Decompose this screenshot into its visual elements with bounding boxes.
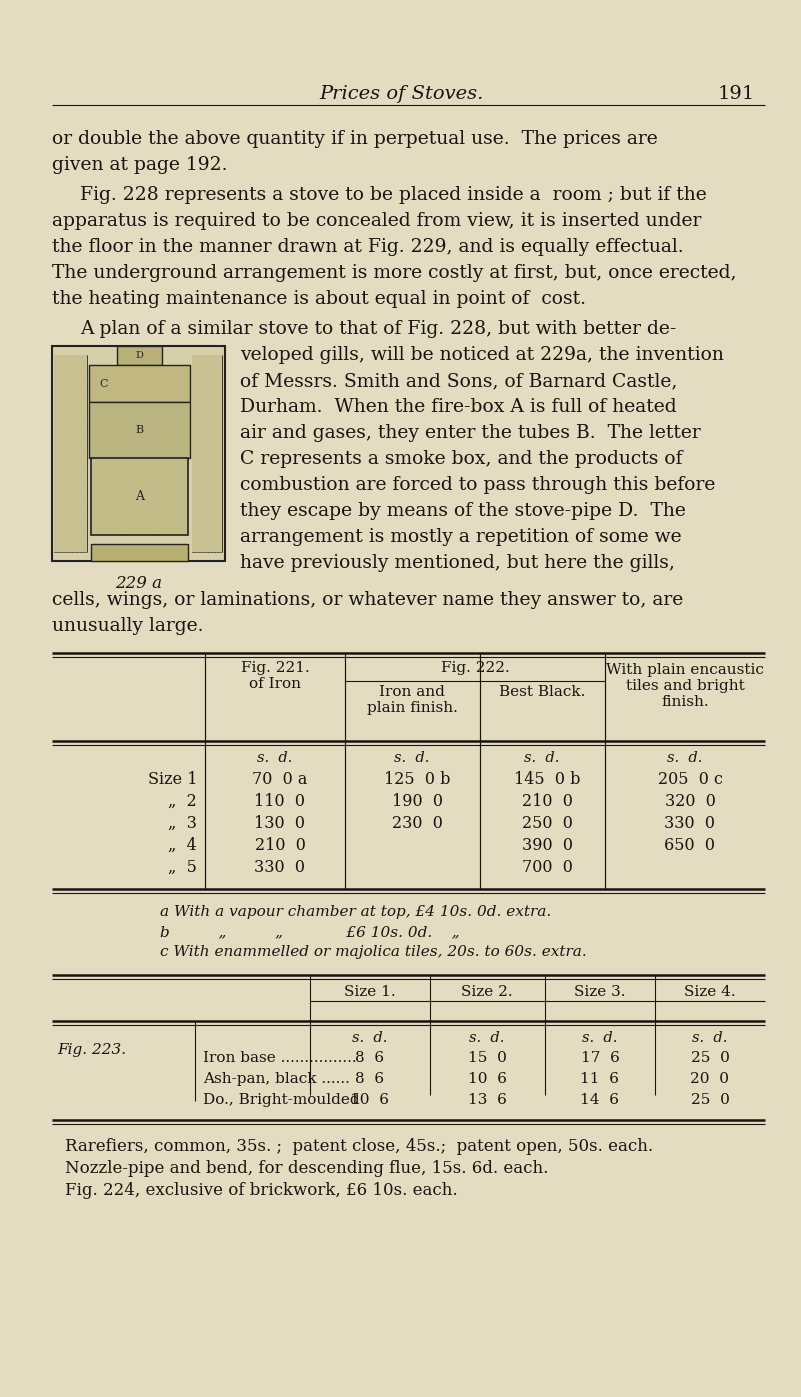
Text: s.  d.: s. d.	[469, 1031, 505, 1045]
Text: 25  0: 25 0	[690, 1051, 730, 1065]
Text: Do., Bright-moulded: Do., Bright-moulded	[203, 1092, 360, 1106]
Text: 320  0: 320 0	[665, 793, 715, 810]
Text: C: C	[100, 379, 108, 388]
Text: 10  6: 10 6	[351, 1092, 389, 1106]
Text: 10  6: 10 6	[468, 1071, 506, 1085]
Text: 17  6: 17 6	[581, 1051, 619, 1065]
Text: Prices of Stoves.: Prices of Stoves.	[319, 85, 483, 103]
Text: s.  d.: s. d.	[582, 1031, 618, 1045]
Bar	[192, 355, 222, 552]
Text: b          „          „             £6 10s. 0d.    „: b „ „ £6 10s. 0d. „	[160, 925, 460, 939]
Text: apparatus is required to be concealed from view, it is inserted under: apparatus is required to be concealed fr…	[52, 212, 702, 231]
Text: D: D	[135, 351, 143, 360]
Bar	[91, 458, 188, 535]
Text: Fig. 223.: Fig. 223.	[57, 1044, 126, 1058]
Text: veloped gills, will be noticed at 229a, the invention: veloped gills, will be noticed at 229a, …	[240, 346, 724, 365]
Text: s.  d.: s. d.	[257, 752, 292, 766]
Text: c With enammelled or majolica tiles, 20s. to 60s. extra.: c With enammelled or majolica tiles, 20s…	[160, 944, 587, 958]
Text: Nozzle-pipe and bend, for descending flue, 15s. 6d. each.: Nozzle-pipe and bend, for descending flu…	[65, 1160, 549, 1178]
Text: Fig. 221.
of Iron: Fig. 221. of Iron	[240, 661, 309, 692]
Text: or double the above quantity if in perpetual use.  The prices are: or double the above quantity if in perpe…	[52, 130, 658, 148]
Text: a With a vapour chamber at top, £4 10s. 0d. extra.: a With a vapour chamber at top, £4 10s. …	[160, 905, 551, 919]
Text: have previously mentioned, but here the gills,: have previously mentioned, but here the …	[240, 555, 675, 571]
Text: air and gases, they enter the tubes B.  The letter: air and gases, they enter the tubes B. T…	[240, 425, 701, 441]
Text: of Messrs. Smith and Sons, of Barnard Castle,: of Messrs. Smith and Sons, of Barnard Ca…	[240, 372, 678, 390]
Text: 330  0: 330 0	[255, 859, 305, 876]
Text: the heating maintenance is about equal in point of  cost.: the heating maintenance is about equal i…	[52, 291, 586, 307]
Bar	[89, 402, 190, 458]
Text: 330  0: 330 0	[665, 814, 715, 833]
Text: unusually large.: unusually large.	[52, 617, 203, 636]
Bar	[89, 366, 190, 402]
Text: given at page 192.: given at page 192.	[52, 156, 227, 175]
Text: „  3: „ 3	[168, 814, 197, 833]
Text: Iron base ................: Iron base ................	[203, 1051, 356, 1065]
Text: Best Black.: Best Black.	[499, 685, 586, 698]
Text: 210  0: 210 0	[521, 793, 573, 810]
Text: Fig. 228 represents a stove to be placed inside a  room ; but if the: Fig. 228 represents a stove to be placed…	[80, 186, 706, 204]
Text: A plan of a similar stove to that of Fig. 228, but with better de-: A plan of a similar stove to that of Fig…	[80, 320, 676, 338]
Text: 145  0 b: 145 0 b	[513, 771, 580, 788]
Text: 25  0: 25 0	[690, 1092, 730, 1106]
Text: 250  0: 250 0	[521, 814, 573, 833]
Text: 700  0: 700 0	[521, 859, 573, 876]
Bar	[54, 355, 87, 552]
Text: Size 1: Size 1	[147, 771, 197, 788]
Text: 14  6: 14 6	[581, 1092, 619, 1106]
Text: 230  0: 230 0	[392, 814, 442, 833]
Text: A: A	[135, 490, 144, 503]
Text: s.  d.: s. d.	[667, 752, 702, 766]
Text: „  4: „ 4	[168, 837, 197, 854]
Text: Size 1.: Size 1.	[344, 985, 396, 999]
Bar	[91, 543, 188, 562]
Text: Rarefiers, common, 35s. ;  patent close, 45s.;  patent open, 50s. each.: Rarefiers, common, 35s. ; patent close, …	[65, 1139, 653, 1155]
Text: 11  6: 11 6	[581, 1071, 619, 1085]
Text: Ash-pan, black ......: Ash-pan, black ......	[203, 1071, 350, 1085]
Text: 210  0: 210 0	[255, 837, 305, 854]
Text: The underground arrangement is more costly at first, but, once erected,: The underground arrangement is more cost…	[52, 264, 736, 282]
Text: 8  6: 8 6	[356, 1051, 384, 1065]
Text: 110  0: 110 0	[255, 793, 305, 810]
Text: 13  6: 13 6	[468, 1092, 506, 1106]
Text: C represents a smoke box, and the products of: C represents a smoke box, and the produc…	[240, 450, 682, 468]
Text: 190  0: 190 0	[392, 793, 442, 810]
Text: Fig. 224, exclusive of brickwork, £6 10s. each.: Fig. 224, exclusive of brickwork, £6 10s…	[65, 1182, 457, 1199]
Text: the floor in the manner drawn at Fig. 229, and is equally effectual.: the floor in the manner drawn at Fig. 22…	[52, 237, 683, 256]
Text: 20  0: 20 0	[690, 1071, 730, 1085]
Text: Size 4.: Size 4.	[684, 985, 736, 999]
Text: Iron and
plain finish.: Iron and plain finish.	[367, 685, 457, 715]
Text: s.  d.: s. d.	[394, 752, 429, 766]
Text: Durham.  When the fire-box A is full of heated: Durham. When the fire-box A is full of h…	[240, 398, 677, 416]
Text: 650  0: 650 0	[665, 837, 715, 854]
Text: 390  0: 390 0	[521, 837, 573, 854]
Bar	[52, 346, 225, 562]
Text: s.  d.: s. d.	[352, 1031, 388, 1045]
Text: s.  d.: s. d.	[692, 1031, 727, 1045]
Text: With plain encaustic
tiles and bright
finish.: With plain encaustic tiles and bright fi…	[606, 664, 764, 710]
Text: Fig. 222.: Fig. 222.	[441, 661, 509, 675]
Text: s.  d.: s. d.	[525, 752, 560, 766]
Text: 130  0: 130 0	[255, 814, 305, 833]
Text: arrangement is mostly a repetition of some we: arrangement is mostly a repetition of so…	[240, 528, 682, 546]
Text: cells, wings, or laminations, or whatever name they answer to, are: cells, wings, or laminations, or whateve…	[52, 591, 683, 609]
Text: B: B	[135, 425, 143, 434]
Text: „  2: „ 2	[168, 793, 197, 810]
Text: combustion are forced to pass through this before: combustion are forced to pass through th…	[240, 476, 715, 495]
Text: „  5: „ 5	[168, 859, 197, 876]
Text: Size 3.: Size 3.	[574, 985, 626, 999]
Text: 191: 191	[718, 85, 755, 103]
Text: Size 2.: Size 2.	[461, 985, 513, 999]
Text: 205  0 c: 205 0 c	[658, 771, 723, 788]
Bar	[117, 346, 163, 366]
Text: they escape by means of the stove-pipe D.  The: they escape by means of the stove-pipe D…	[240, 502, 686, 520]
Text: 15  0: 15 0	[468, 1051, 506, 1065]
Text: 125  0 b: 125 0 b	[384, 771, 450, 788]
Text: 70  0 a: 70 0 a	[252, 771, 308, 788]
Text: 8  6: 8 6	[356, 1071, 384, 1085]
Text: 229 a: 229 a	[115, 576, 162, 592]
